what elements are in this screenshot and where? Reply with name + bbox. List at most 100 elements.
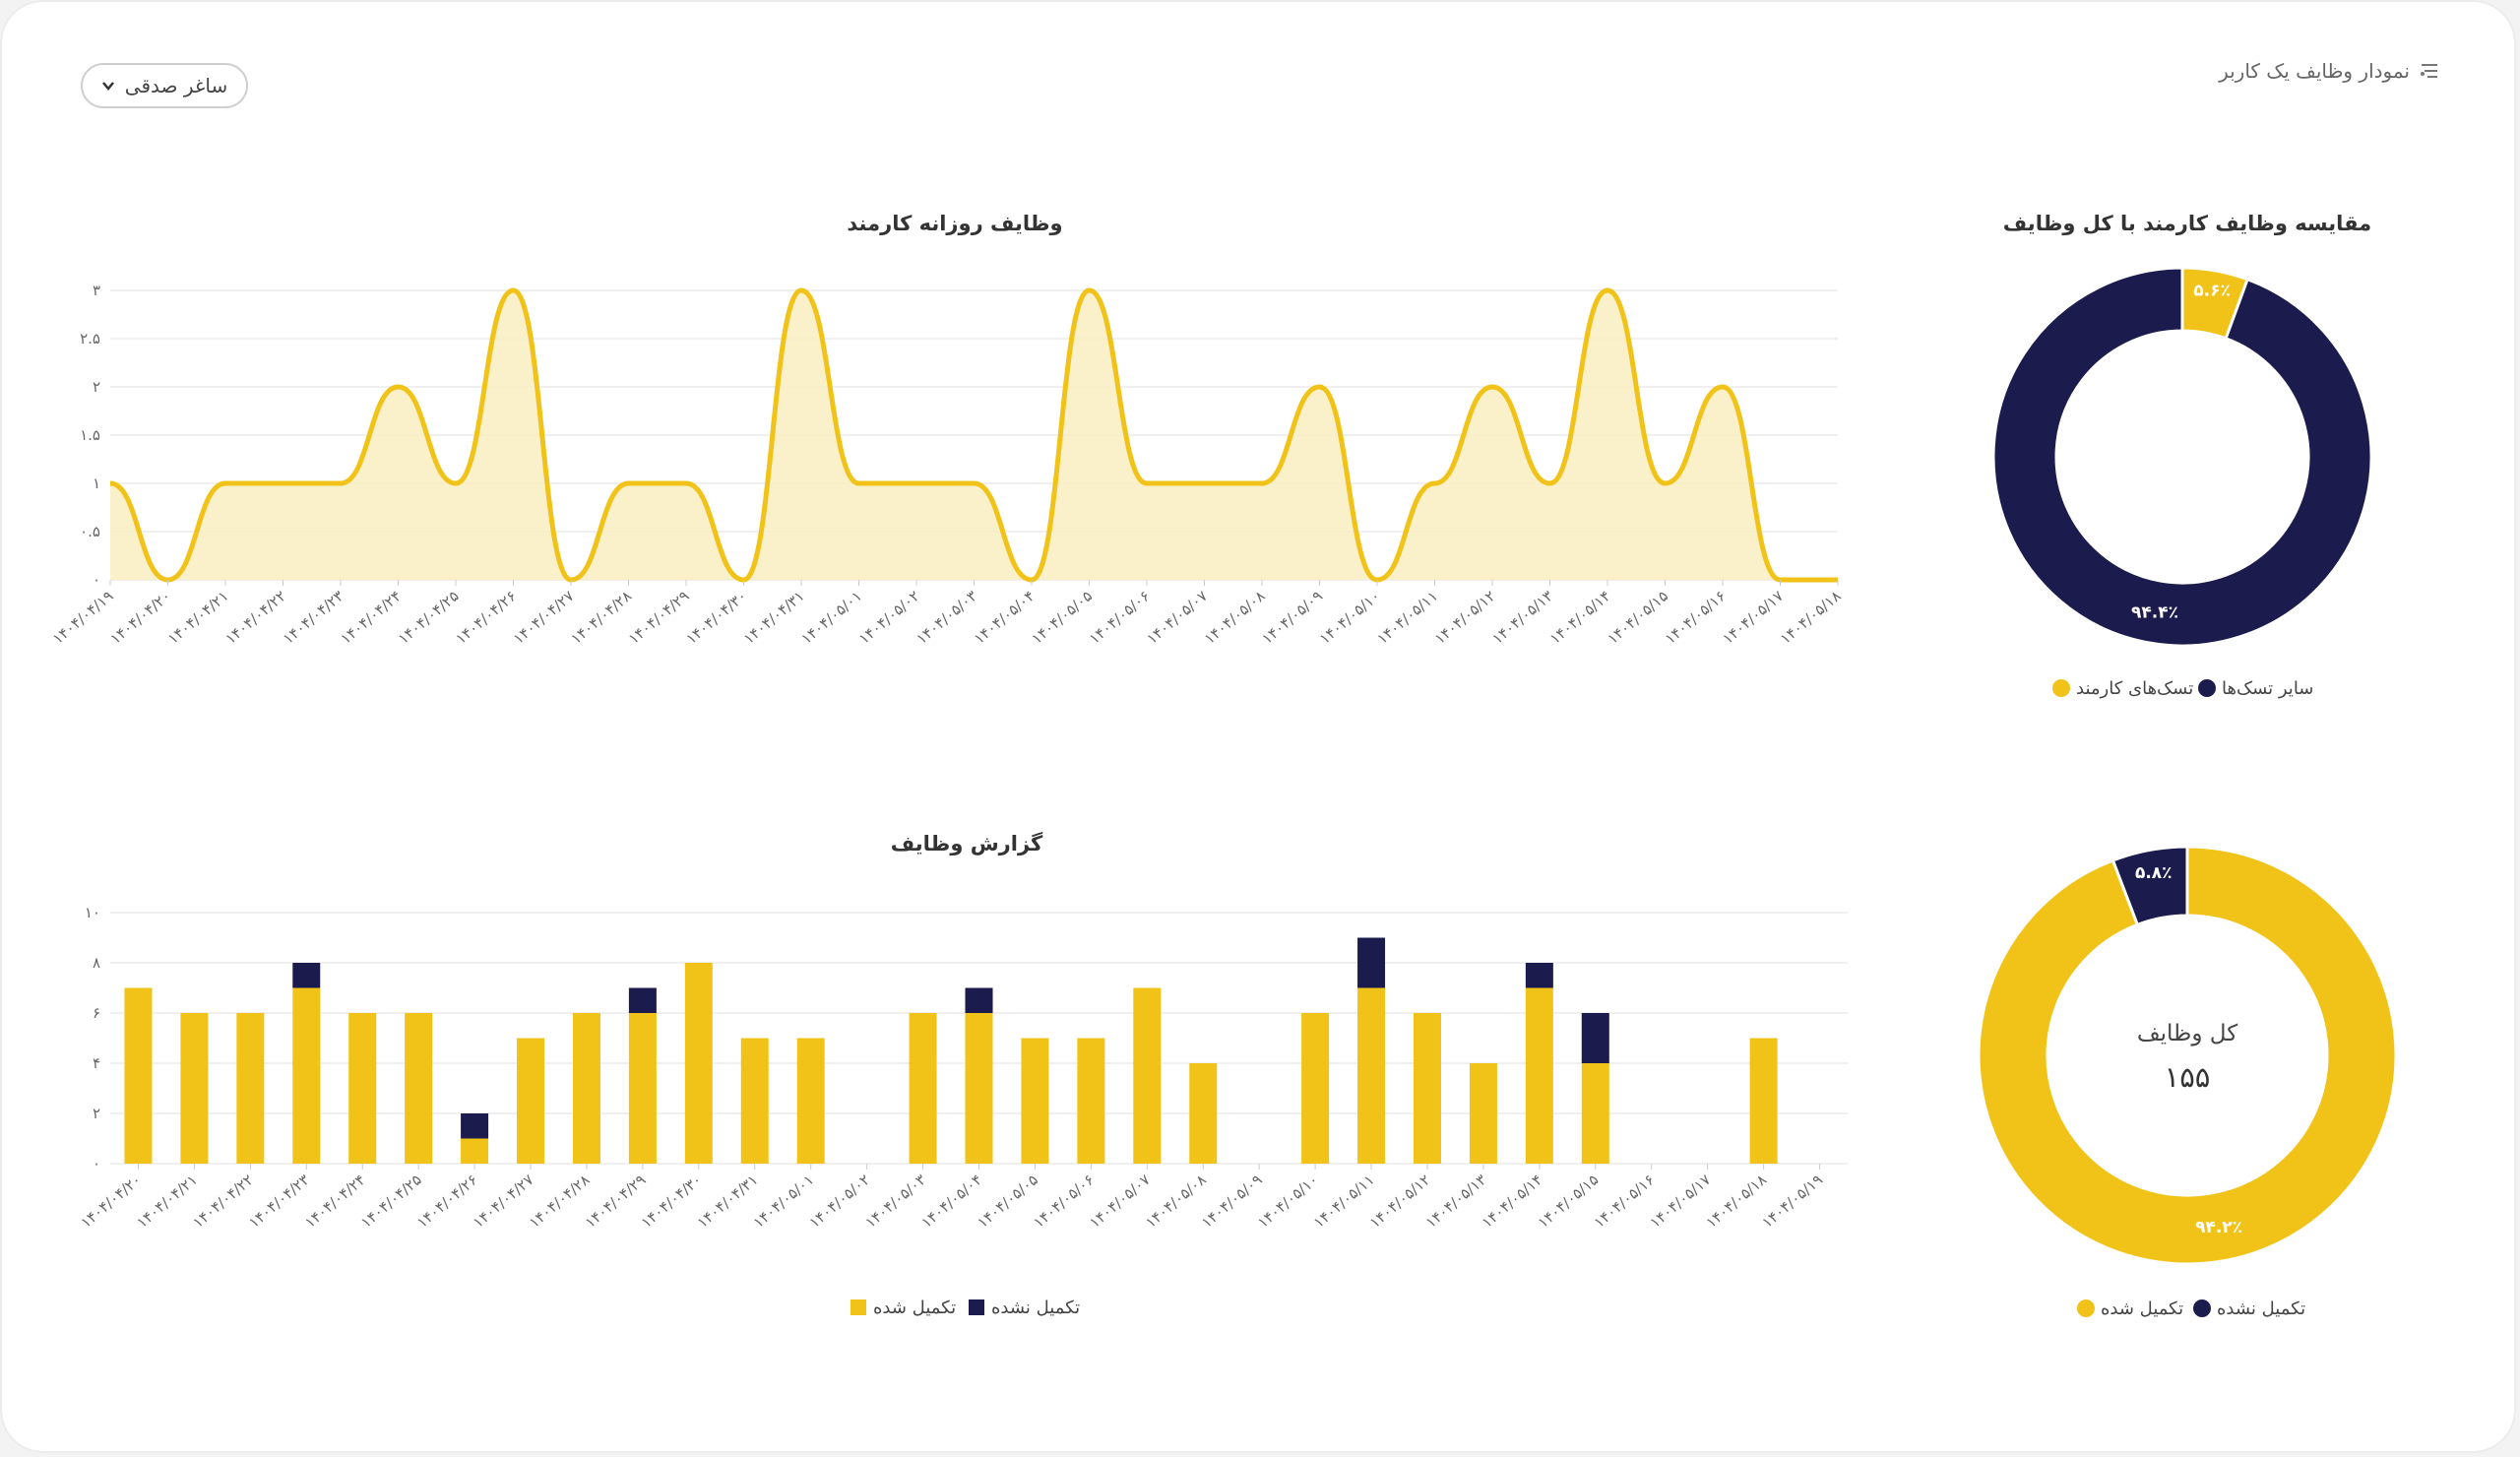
- bar-completed[interactable]: [236, 1013, 265, 1164]
- bar-completed[interactable]: [965, 1013, 993, 1164]
- area-fill: [110, 290, 1838, 580]
- area-x-tick-label: ۱۴۰۴/۰۴/۲۵: [395, 587, 463, 648]
- area-y-tick-label: ۰.۵: [80, 523, 100, 540]
- bar-completed[interactable]: [684, 963, 713, 1164]
- donut-slice[interactable]: [1991, 266, 2373, 648]
- bar-x-tick-label: ۱۴۰۴/۰۵/۰۳: [861, 1171, 929, 1232]
- legend-label-other-tasks: سایر تسک‌ها: [2222, 678, 2313, 699]
- bar-completed[interactable]: [1133, 987, 1162, 1165]
- bar-incomplete[interactable]: [1357, 937, 1386, 988]
- area-x-tick-label: ۱۴۰۴/۰۴/۲۷: [510, 587, 578, 648]
- area-x-tick-label: ۱۴۰۴/۰۴/۲۸: [567, 587, 635, 648]
- bar-x-tick-label: ۱۴۰۴/۰۴/۲۴: [301, 1171, 369, 1232]
- bar-y-tick-label: ۲: [93, 1105, 100, 1122]
- legend-dot-other-tasks: [2198, 679, 2216, 697]
- bar-completed[interactable]: [1469, 1063, 1497, 1164]
- donut-slice-label: ۵.۶٪: [2193, 282, 2231, 301]
- bar-completed[interactable]: [405, 1013, 433, 1164]
- bar-completed[interactable]: [1581, 1063, 1609, 1164]
- bar-completed[interactable]: [909, 1013, 937, 1164]
- bar-completed[interactable]: [1021, 1038, 1049, 1165]
- page-title: نمودار وظایف یک کاربر: [2219, 59, 2410, 83]
- area-x-tick-label: ۱۴۰۴/۰۵/۱۰: [1316, 587, 1384, 648]
- legend-label-incomplete: تکمیل نشده: [991, 1298, 1080, 1318]
- bar-completed[interactable]: [1749, 1038, 1778, 1165]
- donut-slice-label: ۵.۸٪: [2135, 863, 2173, 883]
- area-y-tick-label: ۱.۵: [80, 426, 100, 444]
- bar-y-tick-label: ۱۰: [85, 904, 100, 921]
- bar-x-tick-label: ۱۴۰۴/۰۵/۰۸: [1142, 1171, 1210, 1232]
- bar-x-tick-label: ۱۴۰۴/۰۴/۲۹: [582, 1171, 650, 1232]
- bar-x-tick-label: ۱۴۰۴/۰۴/۲۰: [77, 1171, 145, 1232]
- bar-completed[interactable]: [796, 1038, 825, 1165]
- bar-completed[interactable]: [1525, 987, 1553, 1165]
- bar-x-tick-label: ۱۴۰۴/۰۴/۳۱: [694, 1171, 762, 1232]
- area-y-tick-label: ۲: [93, 378, 100, 396]
- area-x-tick-label: ۱۴۰۴/۰۴/۳۱: [740, 587, 808, 648]
- employee-share-donut-chart: مقایسه وظایف کارمند با کل وظایف ۵.۶٪ ۹۴.۴…: [1991, 212, 2373, 699]
- bar-incomplete[interactable]: [1581, 1013, 1609, 1063]
- legend-label-employee-tasks: تسک‌های کارمند: [2076, 678, 2193, 699]
- bar-x-tick-label: ۱۴۰۴/۰۴/۲۶: [413, 1171, 481, 1232]
- legend-swatch-completed: [850, 1299, 866, 1315]
- bar-x-tick-label: ۱۴۰۴/۰۴/۲۱: [133, 1171, 201, 1232]
- bar-x-tick-label: ۱۴۰۴/۰۵/۱۶: [1591, 1171, 1659, 1232]
- bar-completed[interactable]: [1413, 1013, 1441, 1164]
- bar-x-tick-label: ۱۴۰۴/۰۴/۲۷: [470, 1171, 537, 1232]
- area-x-tick-label: ۱۴۰۴/۰۵/۰۵: [1028, 587, 1096, 648]
- bar-x-tick-label: ۱۴۰۴/۰۴/۳۰: [638, 1171, 706, 1232]
- bar-incomplete[interactable]: [628, 987, 657, 1014]
- area-x-tick-label: ۱۴۰۴/۰۵/۱۳: [1488, 587, 1556, 648]
- area-x-tick-label: ۱۴۰۴/۰۴/۲۶: [452, 587, 520, 648]
- area-x-tick-label: ۱۴۰۴/۰۵/۰۹: [1258, 587, 1326, 648]
- bar-completed[interactable]: [572, 1013, 600, 1164]
- bar-completed[interactable]: [348, 1013, 377, 1164]
- user-select[interactable]: ساغر صدقی: [81, 63, 248, 108]
- bar-completed[interactable]: [1301, 1013, 1330, 1164]
- bar-x-tick-label: ۱۴۰۴/۰۵/۰۲: [806, 1171, 874, 1232]
- area-x-tick-label: ۱۴۰۴/۰۴/۲۲: [221, 587, 289, 648]
- bar-x-tick-label: ۱۴۰۴/۰۵/۰۱: [750, 1171, 818, 1232]
- area-chart-title: وظایف روزانه کارمند: [847, 212, 1062, 235]
- bar-completed[interactable]: [180, 1013, 209, 1164]
- donut-slice-label: ۹۴.۲٪: [2195, 1218, 2242, 1237]
- area-x-tick-label: ۱۴۰۴/۰۵/۰۷: [1143, 587, 1211, 648]
- bar-incomplete[interactable]: [1525, 963, 1553, 988]
- donut-slice-label: ۹۴.۴٪: [2131, 603, 2178, 623]
- donut2-center-value: ۱۵۵: [2165, 1060, 2211, 1094]
- bar-completed[interactable]: [124, 987, 153, 1165]
- area-x-tick-label: ۱۴۰۴/۰۴/۲۴: [337, 587, 405, 648]
- bar-x-tick-label: ۱۴۰۴/۰۵/۱۳: [1422, 1171, 1490, 1232]
- area-x-tick-label: ۱۴۰۴/۰۵/۰۲: [855, 587, 923, 648]
- legend-label-completed: تکمیل شده: [873, 1298, 956, 1318]
- area-line: [109, 287, 1838, 583]
- bar-completed[interactable]: [461, 1138, 489, 1165]
- bar-incomplete[interactable]: [292, 963, 321, 988]
- area-x-tick-label: ۱۴۰۴/۰۵/۱۲: [1431, 587, 1499, 648]
- bar-completed[interactable]: [628, 1013, 657, 1164]
- donut-slice[interactable]: [1977, 845, 2398, 1266]
- area-x-tick-label: ۱۴۰۴/۰۵/۰۱: [797, 587, 865, 648]
- bar-incomplete[interactable]: [461, 1113, 489, 1139]
- bar-completed[interactable]: [1189, 1063, 1218, 1164]
- donut-slice[interactable]: [2110, 845, 2189, 927]
- donut1-title: مقایسه وظایف کارمند با کل وظایف: [2003, 212, 2371, 235]
- bar-completed[interactable]: [517, 1038, 545, 1165]
- chevron-down-icon: [101, 82, 114, 91]
- tasks-report-bar-chart: گزارش وظایف ۰۲۴۶۸۱۰۱۴۰۴/۰۴/۲۰۱۴۰۴/۰۴/۲۱۱…: [77, 831, 1848, 1318]
- legend-label-completed-donut: تکمیل شده: [2101, 1299, 2183, 1319]
- bar-x-tick-label: ۱۴۰۴/۰۴/۲۳: [245, 1171, 313, 1232]
- bar-x-tick-label: ۱۴۰۴/۰۵/۰۶: [1030, 1171, 1098, 1232]
- bar-x-tick-label: ۱۴۰۴/۰۵/۰۵: [974, 1171, 1041, 1232]
- total-tasks-donut-chart: ۹۴.۲٪ ۵.۸٪ کل وظایف ۱۵۵ تکمیل نشده تکمیل …: [1977, 845, 2398, 1319]
- bar-completed[interactable]: [740, 1038, 769, 1165]
- area-x-tick-label: ۱۴۰۴/۰۵/۰۸: [1201, 587, 1269, 648]
- bar-completed[interactable]: [1357, 987, 1386, 1165]
- bar-incomplete[interactable]: [965, 987, 993, 1014]
- bar-completed[interactable]: [1077, 1038, 1105, 1165]
- legend-dot-employee-tasks: [2052, 679, 2070, 697]
- bar-completed[interactable]: [292, 987, 321, 1165]
- area-x-tick-label: ۱۴۰۴/۰۵/۰۶: [1086, 587, 1154, 648]
- bar-x-tick-label: ۱۴۰۴/۰۵/۱۲: [1366, 1171, 1434, 1232]
- bar-x-tick-label: ۱۴۰۴/۰۵/۱۸: [1702, 1171, 1770, 1232]
